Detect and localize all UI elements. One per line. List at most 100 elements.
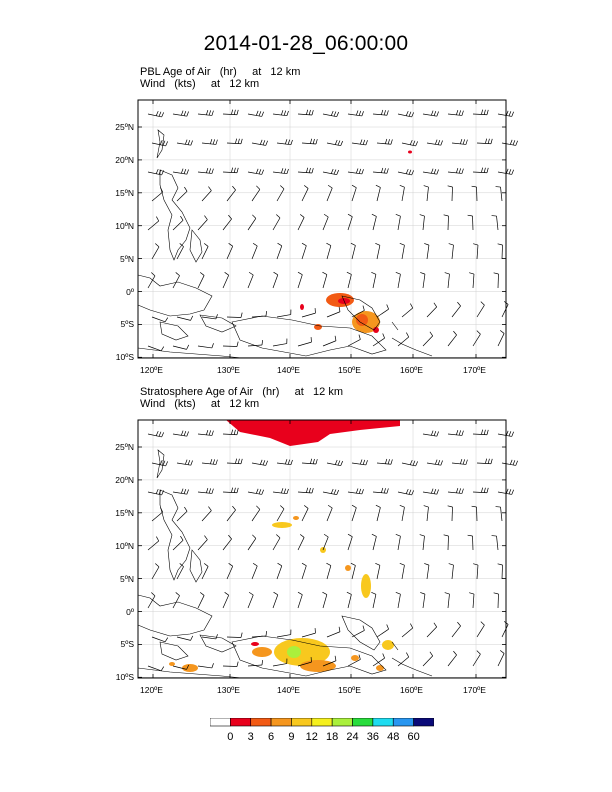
colorbar-swatch	[331, 718, 353, 727]
wind-barb	[322, 533, 329, 551]
coastline-segment	[231, 315, 387, 357]
lat-label: 10ºN	[115, 220, 134, 231]
wind-barb	[172, 535, 184, 551]
wind-barb	[247, 660, 263, 667]
wind-barb	[395, 592, 401, 609]
coastline-segment	[137, 347, 243, 359]
wind-barb	[322, 168, 339, 176]
lat-label: 5ºS	[120, 639, 134, 650]
colorbar-swatch	[413, 718, 434, 727]
wind-barb	[272, 110, 289, 117]
wind-barb	[448, 243, 454, 260]
wind-barb	[451, 139, 468, 145]
wind-barb	[201, 139, 218, 145]
colorbar-swatch	[311, 718, 333, 727]
wind-barb	[247, 591, 254, 609]
wind-barb	[151, 187, 164, 202]
wind-barb	[176, 315, 194, 321]
wind-barb	[422, 651, 434, 667]
wind-barb	[247, 271, 254, 289]
wind-barb	[351, 504, 357, 522]
lon-label: 140ºE	[277, 365, 300, 375]
wind-barb	[222, 429, 239, 436]
wind-barb	[326, 184, 333, 202]
colorbar-swatch	[372, 718, 394, 727]
strat-patch-15n-b	[293, 516, 299, 520]
wind-barb	[251, 139, 268, 146]
wind-barb	[422, 168, 439, 175]
lon-label: 160ºE	[400, 365, 423, 375]
wind-barb	[297, 487, 314, 494]
wind-barb	[447, 488, 464, 494]
panel2-title-line1: Stratosphere Age of Air (hr) at 12 km	[140, 386, 343, 398]
wind-barb	[375, 562, 381, 580]
colorbar-label: 12	[305, 731, 318, 743]
wind-barb	[476, 138, 493, 145]
wind-barb	[276, 139, 293, 146]
map-frame	[137, 99, 507, 359]
pbl-patch-orange	[326, 293, 354, 307]
wind-barb	[476, 301, 485, 318]
wind-barb	[301, 628, 316, 638]
wind-barb	[147, 169, 165, 176]
wind-barb	[347, 168, 364, 175]
strat-patch-sw	[252, 647, 272, 657]
wind-barb	[226, 458, 243, 465]
wind-barb	[399, 563, 405, 580]
age-of-air-shading	[300, 150, 412, 333]
wind-barb	[297, 591, 303, 609]
wind-barb	[172, 215, 184, 231]
wind-barb	[147, 111, 165, 118]
wind-barb	[397, 652, 410, 667]
colorbar-swatch	[210, 718, 231, 727]
wind-barb	[276, 309, 292, 318]
coastline-segment	[341, 295, 381, 331]
wind-barb	[301, 242, 307, 260]
wind-barb	[371, 591, 377, 609]
wind-barb	[501, 459, 518, 466]
wind-barb	[497, 650, 505, 667]
pbl-patch-north	[408, 150, 412, 154]
wind-barb	[467, 214, 474, 231]
wind-barb	[447, 110, 464, 116]
wind-barb	[201, 314, 218, 320]
colorbar-label: 18	[326, 731, 339, 743]
coastline-segment	[199, 314, 237, 333]
wind-barbs	[147, 429, 518, 672]
wind-barb	[147, 665, 165, 672]
wind-barb	[397, 169, 415, 176]
wind-barb	[351, 305, 365, 318]
wind-barb	[472, 109, 489, 116]
wind-barb	[147, 489, 165, 496]
coastline-segment	[137, 274, 213, 317]
strat-patch-west	[182, 664, 198, 672]
wind-barb	[201, 243, 209, 260]
wind-barb	[497, 243, 503, 260]
wind-barb	[222, 272, 230, 289]
wind-barb	[401, 460, 419, 467]
wind-barb	[251, 185, 261, 202]
lat-label: 25ºN	[115, 442, 134, 452]
colorbar-swatch	[270, 718, 292, 727]
wind-barb	[347, 110, 364, 117]
wind-barb	[272, 168, 289, 175]
coastline-segment	[159, 169, 191, 261]
wind-barb	[176, 635, 194, 641]
wind-barb	[272, 488, 289, 495]
wind-barb	[226, 505, 236, 522]
wind-barb	[422, 110, 439, 117]
wind-barb	[151, 460, 169, 467]
lat-label: 20ºN	[115, 154, 134, 165]
wind-barb	[297, 167, 314, 174]
panel2-title-line2: Wind (kts) at 12 km	[140, 398, 260, 410]
wind-barb	[197, 430, 214, 436]
wind-barb	[197, 343, 214, 349]
lat-label: 10ºN	[115, 540, 134, 551]
coastline-segment	[156, 129, 165, 159]
wind-barb	[322, 213, 329, 231]
wind-barb	[176, 243, 184, 260]
wind-barb	[395, 214, 401, 231]
wind-barb	[297, 109, 314, 116]
wind-barb	[422, 430, 439, 437]
wind-barb	[251, 505, 261, 522]
